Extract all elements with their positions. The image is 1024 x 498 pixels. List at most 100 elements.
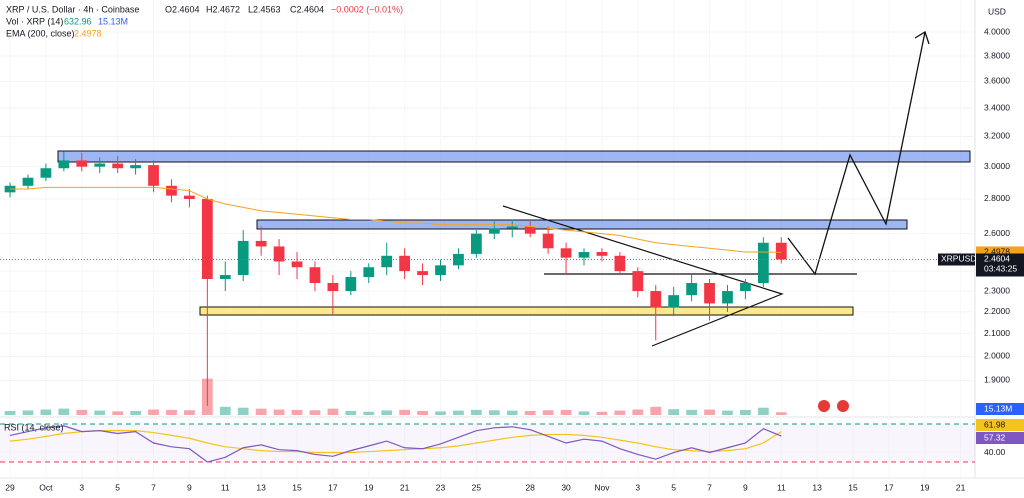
y-tick-label: 2.8000 — [984, 193, 1010, 203]
event-icon[interactable] — [818, 400, 830, 412]
volume-value: 632.96 — [64, 16, 92, 26]
volume-bar — [470, 409, 482, 415]
candle-body — [632, 271, 644, 292]
volume-bar — [704, 409, 715, 415]
candle-body — [542, 233, 554, 249]
candle-body — [273, 246, 285, 262]
price-tag — [976, 253, 1024, 277]
back-layer — [0, 31, 975, 454]
price-tag-label: 2.4604 — [984, 254, 1010, 264]
candle-body — [94, 163, 106, 167]
ema-value: 2.4978 — [74, 28, 102, 38]
x-tick-label: 9 — [743, 482, 748, 492]
candle-body — [775, 242, 787, 260]
y-tick-label: 2.6000 — [984, 228, 1010, 238]
candle-body — [722, 291, 733, 304]
ema-title: EMA (200, close) — [6, 28, 75, 38]
x-tick-label: 30 — [561, 482, 571, 492]
volume-bar — [560, 409, 572, 415]
volume-bar — [40, 409, 52, 415]
volume-last: 15.13M — [98, 16, 128, 26]
ohlc-open: O2.4604 — [165, 4, 200, 14]
volume-bar — [94, 410, 106, 415]
ema-tag-label: 2.4978 — [984, 247, 1010, 257]
rsi-tag — [976, 419, 1024, 431]
y-tick-label: 1.9000 — [984, 375, 1010, 385]
drawings — [57, 31, 971, 412]
symbol-tag — [938, 253, 975, 266]
x-tick-label: 11 — [221, 482, 230, 492]
rsi-tag-label: 61.98 — [984, 419, 1006, 429]
volume-bar — [506, 410, 518, 415]
volume-bar — [488, 410, 500, 415]
change: −0.0002 (−0.01%) — [331, 4, 403, 14]
candle-body — [560, 248, 572, 258]
triangle — [502, 205, 784, 347]
x-tick-label: 7 — [151, 482, 156, 492]
countdown-label: 03:43:25 — [984, 264, 1017, 274]
x-tick-label: 17 — [328, 482, 338, 492]
volume-bar — [130, 411, 141, 415]
volume-bar — [291, 409, 303, 415]
candle-body — [76, 160, 88, 167]
x-tick-label: 15 — [292, 482, 302, 492]
volume-bar — [58, 408, 70, 415]
volume-bar — [417, 411, 428, 415]
volume-bar — [219, 406, 231, 415]
candle-body — [291, 261, 303, 268]
volume-bar — [632, 409, 644, 415]
candle-body — [237, 240, 249, 276]
event-icon[interactable] — [837, 400, 849, 412]
x-tick-label: 11 — [777, 482, 786, 492]
candle-body — [614, 255, 626, 272]
candle-body — [309, 267, 321, 283]
volume-bar — [381, 410, 393, 415]
volume-bar — [542, 410, 554, 415]
x-tick-label: 21 — [956, 482, 966, 492]
candle-body — [668, 295, 680, 308]
candle-body — [435, 265, 446, 276]
candle-body — [757, 242, 769, 283]
candle-body — [524, 226, 536, 234]
volume-tag-label: 15.13M — [984, 403, 1012, 413]
candle-body — [470, 233, 482, 254]
x-tick-label: 23 — [436, 482, 446, 492]
x-tick-label: 13 — [256, 482, 266, 492]
y-tick-label: 2.0000 — [984, 351, 1010, 361]
rsi-tick-label: 40.00 — [984, 447, 1006, 457]
ohlc-close: C2.4604 — [290, 4, 324, 14]
volume-bar — [327, 408, 339, 415]
volume-bar — [435, 411, 446, 415]
volume-bar — [255, 408, 267, 415]
volume-bar — [166, 409, 177, 415]
x-tick-label: 5 — [115, 482, 120, 492]
candle-body — [255, 240, 267, 247]
volume-bar — [596, 411, 608, 415]
volume-bar — [363, 411, 375, 415]
volume-title: Vol · XRP (14) — [6, 16, 63, 26]
currency: USD — [988, 6, 1006, 16]
ema-line — [10, 186, 782, 253]
volume-bar — [273, 409, 285, 415]
candle-body — [488, 228, 500, 234]
ohlc-low: L2.4563 — [248, 4, 281, 14]
candle-body — [578, 252, 590, 258]
candle-body — [22, 177, 34, 186]
volume-bar — [184, 410, 195, 415]
candle-body — [740, 282, 751, 292]
candle-body — [219, 275, 231, 280]
symbol-tag-label: XRPUSD — [941, 254, 976, 264]
symbol-title: XRP / U.S. Dollar · 4h · Coinbase — [6, 4, 139, 14]
volume-bar — [4, 411, 16, 415]
volume-bar — [237, 407, 249, 415]
candle-body — [417, 271, 428, 276]
candle-body — [130, 165, 141, 169]
volume-bar — [76, 409, 88, 415]
x-tick-label: 9 — [187, 482, 192, 492]
candle-body — [686, 282, 697, 296]
y-tick-label: 2.3000 — [984, 285, 1010, 295]
x-tick-label: 3 — [79, 482, 84, 492]
volume-bar — [686, 409, 697, 415]
x-tick-label: 29 — [5, 482, 15, 492]
